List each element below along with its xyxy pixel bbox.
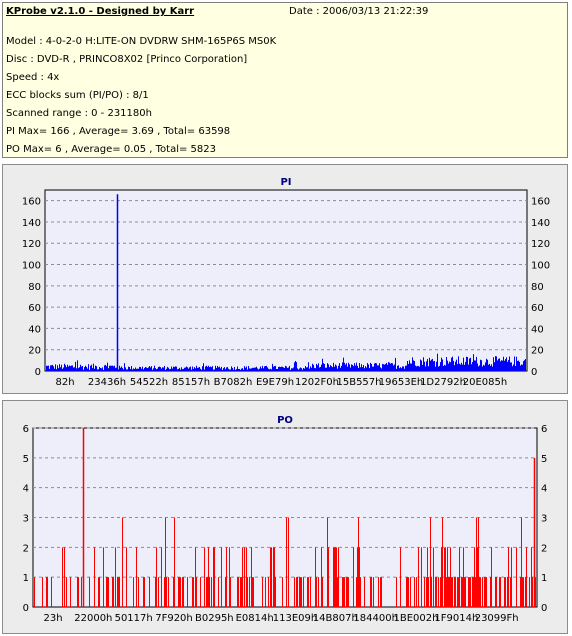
y-tick-label-left: 0 [23,603,29,614]
y-tick-label-left: 3 [23,514,29,525]
y-tick-label-left: 1 [23,573,29,584]
x-tick-label: 54522h [130,377,168,388]
y-tick-label-right: 1 [541,573,547,584]
po-chart-panel: PO 0 0 1 1 2 2 3 3 4 4 5 5 6 6 23h 22000h 50117h 7F920h B02… [2,400,568,634]
y-tick-label-left: 6 [23,424,29,435]
pi-summary-line: PI Max= 166 , Average= 3.69 , Total= 635… [6,126,231,137]
y-tick-label-left: 100 [22,261,41,272]
x-tick-label: 23099Fh [475,613,519,624]
x-tick-label: E0814h [236,613,274,624]
x-tick-label: 23h [43,613,62,624]
chart-title: PI [280,177,291,188]
y-tick-label-left: 2 [23,543,29,554]
y-tick-label-left: 5 [23,454,29,465]
x-tick-label: 20E085h [463,377,507,388]
plot-area [44,189,528,372]
y-tick-label-left: 140 [22,218,41,229]
po-summary-line: PO Max= 6 , Average= 0.05 , Total= 5823 [6,144,216,155]
x-tick-label: 82h [55,377,74,388]
x-tick-label: B0295h [195,613,234,624]
app-title: KProbe v2.1.0 - Designed by Karr [6,6,195,17]
y-tick-label-right: 5 [541,454,547,465]
disc-line: Disc : DVD-R , PRINCO8X02 [Princo Corpor… [6,54,248,65]
po-chart: PO 0 0 1 1 2 2 3 3 4 4 5 5 6 6 23h 22000h 50117h 7F920h B02… [23,415,548,624]
y-tick-label-left: 20 [28,346,41,357]
x-tick-label: 15B557h [336,377,381,388]
x-tick-label: 184400h [353,613,398,624]
x-tick-label: 85157h [172,377,210,388]
ecc-line: ECC blocks sum (PI/PO) : 8/1 [6,90,149,101]
y-tick-label-right: 3 [541,514,547,525]
data-series [46,194,526,371]
x-tick-label: 14B807h [313,613,358,624]
model-line: Model : 4-0-2-0 H:LITE-ON DVDRW SHM-165P… [6,36,277,47]
y-tick-label-right: 4 [541,484,547,495]
y-tick-label-right: 0 [531,367,537,378]
pi-chart-panel: PI 0 0 20 20 40 40 60 60 80 80 100 100 120 120 140 140 16… [2,164,568,394]
scan-date: Date : 2006/03/13 21:22:39 [289,6,429,17]
y-tick-label-left: 60 [28,303,41,314]
x-tick-label: 50117h [115,613,153,624]
x-tick-label: 113E09h [273,613,317,624]
data-series [34,428,536,607]
y-tick-label-left: 0 [35,367,41,378]
y-tick-label-right: 80 [531,282,544,293]
x-tick-label: 1BE002h [394,613,439,624]
y-tick-label-right: 160 [531,197,550,208]
pi-chart: PI 0 0 20 20 40 40 60 60 80 80 100 100 120 120 140 140 16… [22,177,550,388]
info-panel: KProbe v2.1.0 - Designed by Karr Date : … [2,2,568,158]
y-tick-label-right: 6 [541,424,547,435]
y-tick-label-left: 80 [28,282,41,293]
scanned-range-line: Scanned range : 0 - 231180h [6,108,152,119]
x-tick-label: B7082h [214,377,253,388]
y-tick-label-left: 120 [22,239,41,250]
y-tick-label-right: 2 [541,543,547,554]
x-tick-label: 7F920h [155,613,193,624]
speed-line: Speed : 4x [6,72,60,83]
y-tick-label-right: 140 [531,218,550,229]
x-tick-label: 1D2792h [420,377,466,388]
x-tick-label: 22000h [74,613,112,624]
x-tick-label: 1202F0h [295,377,339,388]
y-tick-label-right: 60 [531,303,544,314]
x-tick-label: 23436h [88,377,126,388]
x-tick-label: 1F9014h [434,613,478,624]
y-tick-label-left: 160 [22,197,41,208]
y-tick-label-right: 20 [531,346,544,357]
y-tick-label-right: 40 [531,324,544,335]
chart-title: PO [277,415,293,426]
y-tick-label-right: 100 [531,261,550,272]
x-tick-label: 19653Eh [379,377,423,388]
y-tick-label-right: 120 [531,239,550,250]
x-tick-label: E9E79h [256,377,294,388]
y-tick-label-left: 4 [23,484,29,495]
y-tick-label-left: 40 [28,324,41,335]
y-tick-label-right: 0 [541,603,547,614]
